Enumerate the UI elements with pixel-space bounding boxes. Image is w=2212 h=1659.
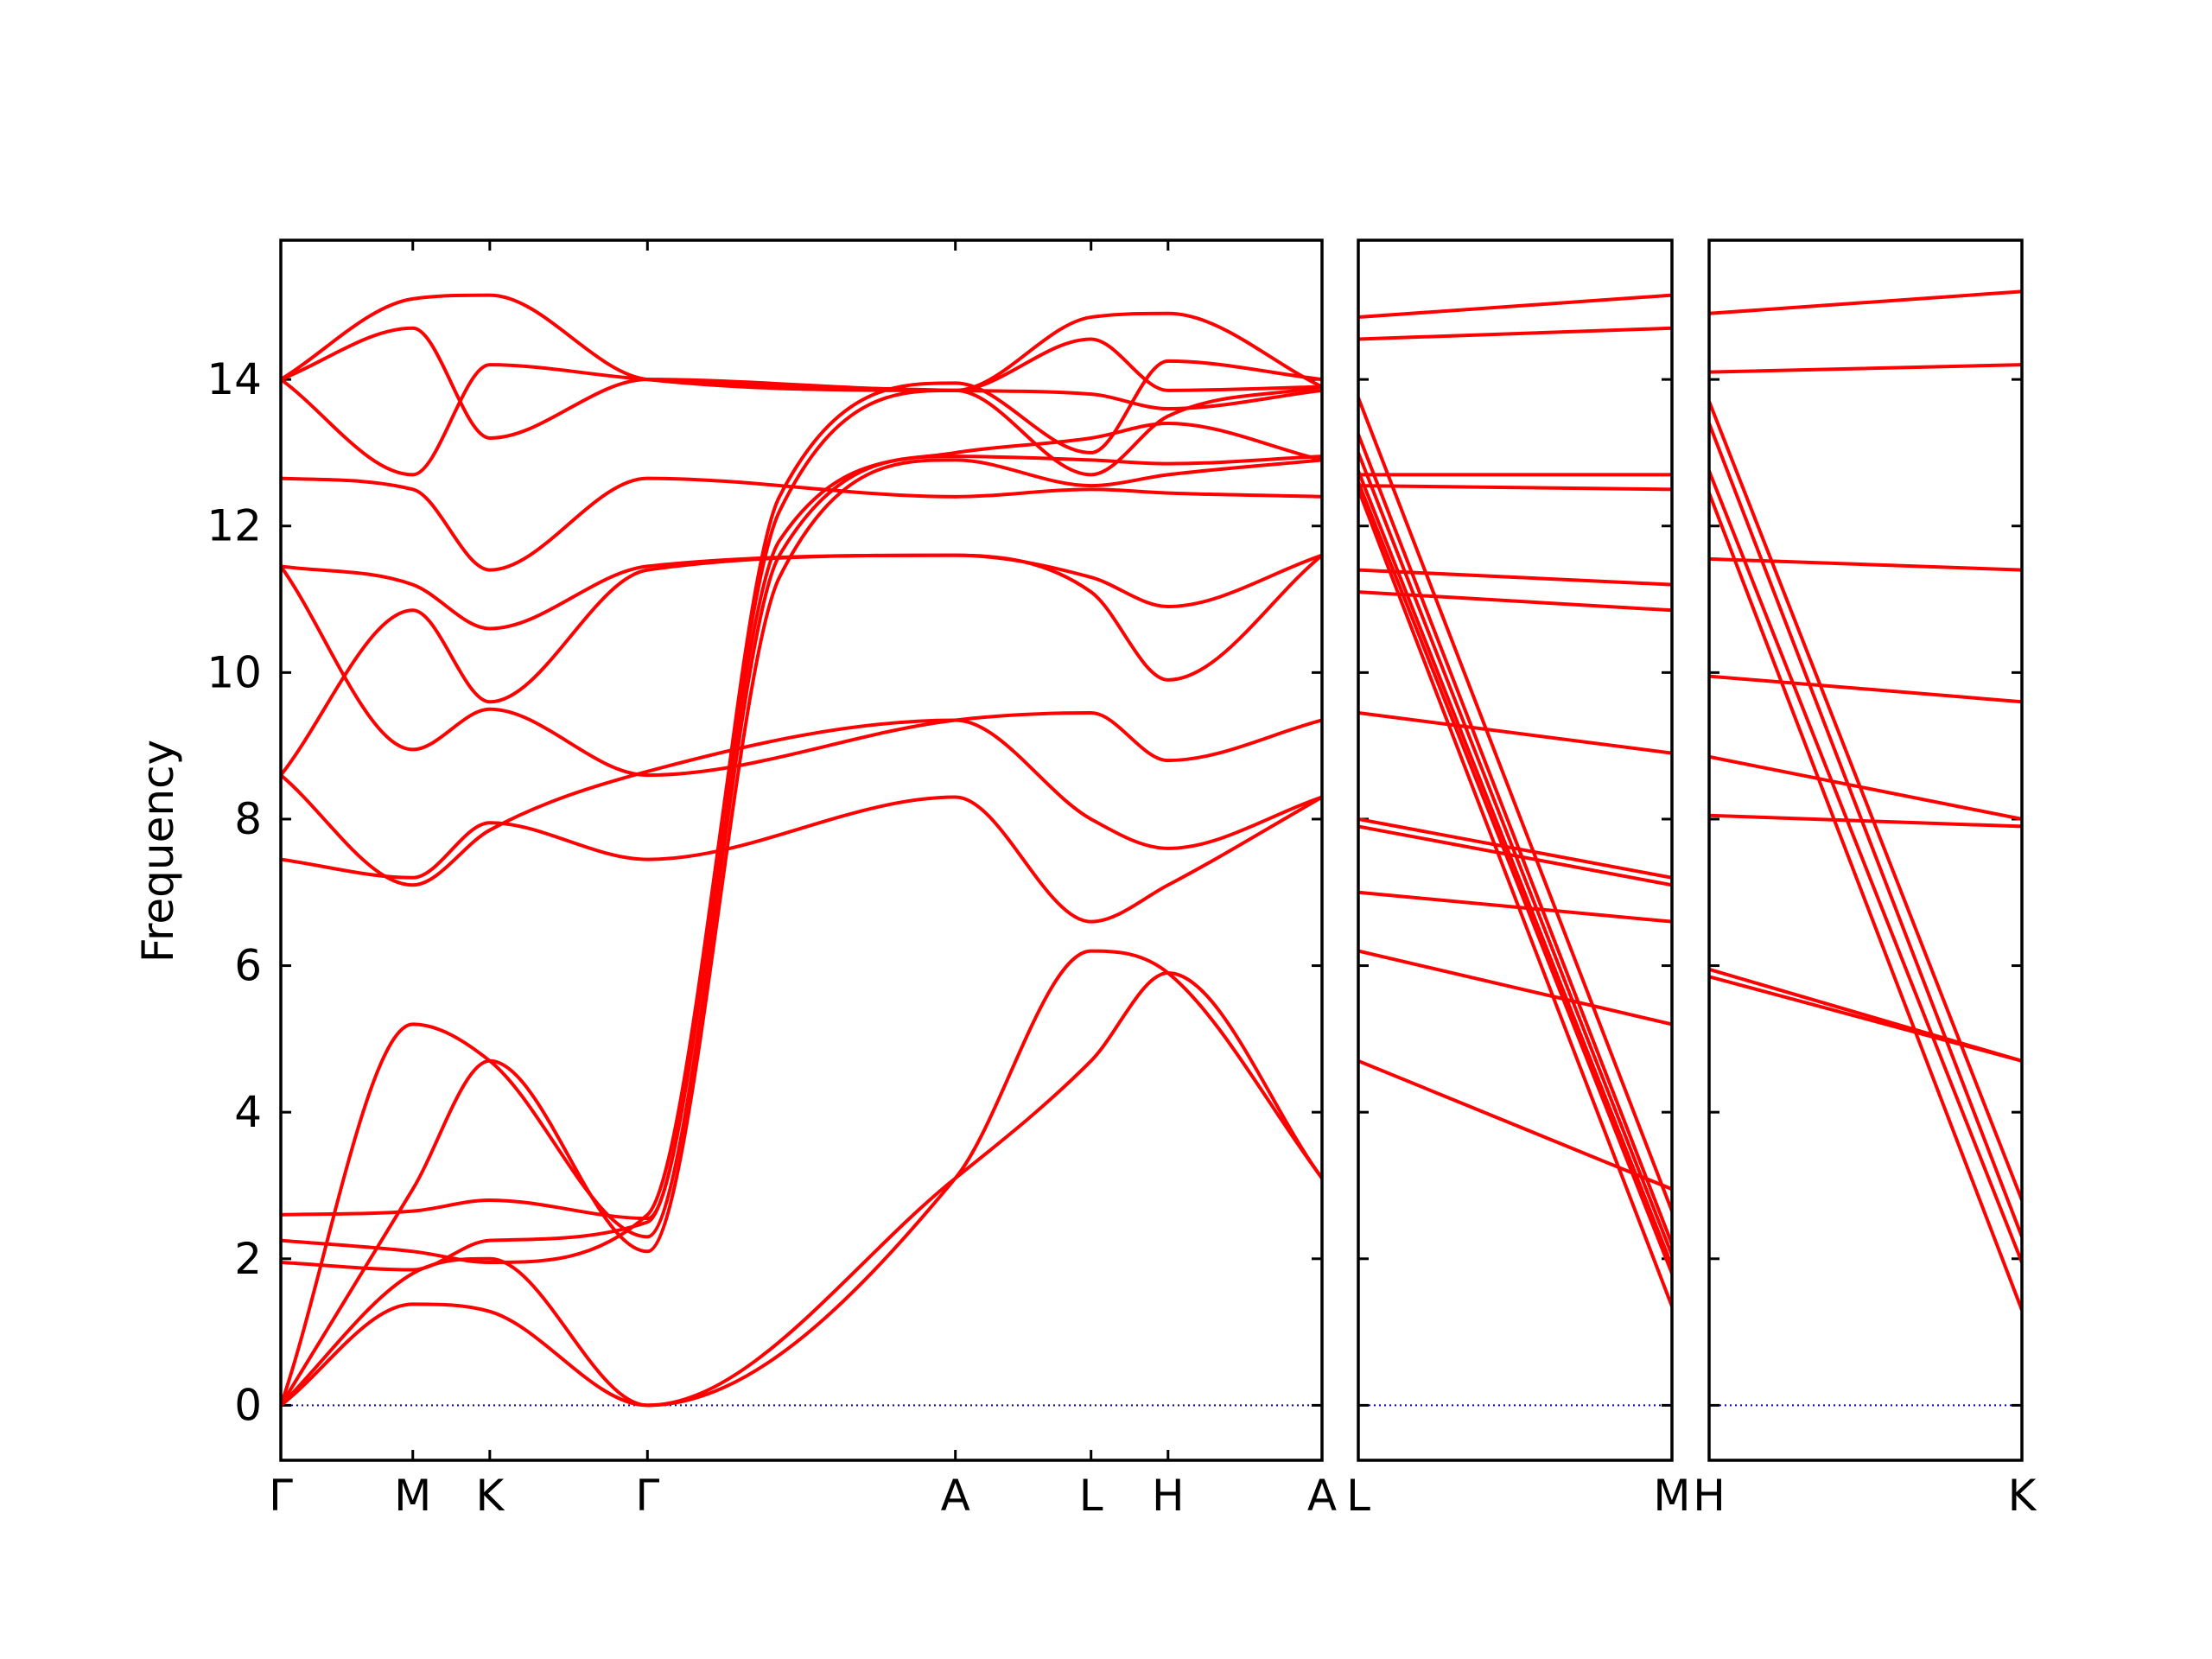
band-line-5: [1709, 674, 2022, 704]
x-tick-label: Γ: [635, 1471, 659, 1521]
band-line-9: [1709, 422, 2022, 1239]
band-line-6: [281, 385, 1322, 1265]
x-tick-label: H: [1152, 1471, 1185, 1521]
band-line-4: [281, 454, 1322, 1408]
band-line-3: [1358, 890, 1672, 924]
panel-1: Γ M K Γ A L H A 0 2 4 6 8 10 12 14: [207, 238, 1337, 1521]
y-tick-label: 4: [234, 1087, 262, 1137]
y-tick-label: 0: [234, 1380, 262, 1430]
y-axis-label: Frequency: [133, 740, 183, 963]
band-line-17: [1358, 326, 1672, 341]
band-line-15: [281, 326, 1322, 440]
band-line-13: [281, 476, 1322, 572]
band-line-3: [1709, 813, 2022, 829]
panel-frame: [1707, 238, 2024, 1462]
band-line-5: [281, 422, 1322, 1272]
y-tick-label: 12: [207, 501, 262, 551]
band-lines: [1709, 289, 2022, 1313]
x-tick-label: L: [1346, 1471, 1370, 1521]
band-line-18: [1358, 293, 1672, 320]
band-lines: [1358, 293, 1672, 1308]
x-tick-label: M: [394, 1471, 431, 1521]
band-line-14: [281, 363, 1322, 477]
band-line-5: [1358, 817, 1672, 880]
band-line-9: [281, 718, 1322, 887]
band-line-7: [1709, 491, 2022, 1313]
x-tick-label: K: [2008, 1471, 2037, 1521]
band-line-10: [281, 564, 1322, 778]
band-line-8: [281, 795, 1322, 924]
x-tick-label: H: [1693, 1471, 1726, 1521]
band-lines: [281, 293, 1322, 1408]
band-line-7: [1358, 590, 1672, 613]
panel-frame: [279, 238, 1324, 1462]
y-tick-label: 8: [234, 794, 262, 844]
band-line-16: [1358, 396, 1672, 1213]
x-tick-label: M: [1653, 1471, 1690, 1521]
x-tick-label: A: [1307, 1471, 1337, 1521]
y-tick-label: 2: [234, 1234, 262, 1284]
band-line-2: [1709, 967, 2022, 1063]
y-tick-label: 6: [234, 941, 262, 991]
band-line-3: [281, 458, 1322, 1408]
band-line-13: [1358, 469, 1672, 1268]
band-line-2: [1358, 949, 1672, 1027]
x-tick-label: K: [475, 1471, 505, 1521]
band-line-11: [1358, 487, 1672, 1308]
band-line-16: [281, 293, 1322, 392]
y-tick-label: 10: [207, 647, 262, 697]
band-line-10: [1709, 399, 2022, 1202]
band-line-6: [1358, 710, 1672, 755]
band-line-12: [1709, 289, 2022, 315]
x-tick-label: A: [941, 1471, 970, 1521]
panel-frame: [1357, 238, 1674, 1462]
band-line-12: [281, 553, 1322, 631]
band-line-14: [1358, 450, 1672, 1257]
band-line-9: [1358, 484, 1672, 492]
x-tick-label: Γ: [269, 1471, 293, 1521]
x-tick-label: L: [1079, 1471, 1103, 1521]
y-tick-label: 14: [207, 354, 262, 404]
band-line-15: [1358, 432, 1672, 1246]
band-line-4: [1709, 754, 2022, 821]
band-line-8: [1709, 469, 2022, 1265]
band-line-11: [1709, 363, 2022, 374]
band-line-7: [281, 359, 1322, 1221]
band-line-12: [1358, 480, 1672, 1275]
